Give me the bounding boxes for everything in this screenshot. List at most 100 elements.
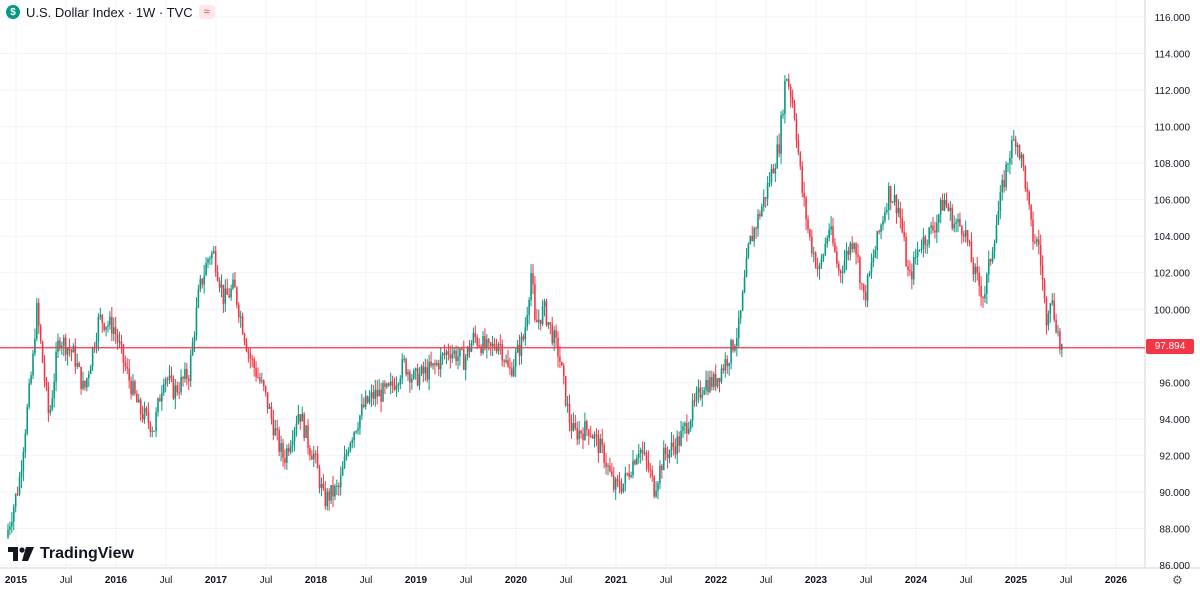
candle-body xyxy=(461,348,463,350)
candle-body xyxy=(412,370,415,379)
candle-body xyxy=(589,436,592,438)
candle-body xyxy=(593,434,596,439)
candle-body xyxy=(480,346,482,354)
candle-body xyxy=(272,418,275,436)
x-tick-label: 2018 xyxy=(305,575,328,586)
candle-body xyxy=(916,250,919,258)
candle-body xyxy=(647,460,650,470)
candle-body xyxy=(55,351,57,382)
candle-body xyxy=(372,392,375,399)
candle-body xyxy=(441,353,444,356)
candle-body xyxy=(701,394,704,398)
candle-body xyxy=(512,366,515,376)
candle-body xyxy=(516,344,519,353)
y-tick-label: 90.000 xyxy=(1159,488,1190,499)
x-tick-label: Jul xyxy=(660,575,673,586)
candle-body xyxy=(1043,280,1046,299)
y-tick-label: 116.000 xyxy=(1155,13,1191,24)
candle-body xyxy=(870,262,873,273)
candle-body xyxy=(349,443,352,452)
candle-body xyxy=(457,356,459,362)
x-tick-label: Jul xyxy=(860,575,873,586)
candle-body xyxy=(653,476,655,497)
candle-body xyxy=(234,279,236,288)
candle-body xyxy=(878,231,880,233)
candle-body xyxy=(903,231,905,238)
candle-body xyxy=(307,425,309,448)
candle-body xyxy=(499,344,502,346)
symbol-title[interactable]: U.S. Dollar Index · 1W · TVC xyxy=(26,4,193,20)
candle-body xyxy=(943,200,946,211)
candle-body xyxy=(1022,154,1025,167)
candle-body xyxy=(1011,140,1013,158)
candle-body xyxy=(539,319,542,325)
candle-body xyxy=(924,236,927,245)
candle-body xyxy=(607,465,609,467)
candle-body xyxy=(43,362,46,381)
x-tick-label: Jul xyxy=(360,575,373,586)
candle-body xyxy=(359,415,361,429)
candle-body xyxy=(995,224,998,243)
candle-body xyxy=(237,304,240,318)
candle-body xyxy=(611,471,613,476)
candle-body xyxy=(632,460,634,476)
candle-body xyxy=(982,296,984,299)
time-axis[interactable]: 2015 Jul 2016 Jul 2017 Jul 2018 Jul 2019 Jul 2020 J… xyxy=(5,575,1128,586)
candle-body xyxy=(674,446,677,455)
candle-body xyxy=(128,368,130,381)
candle-body xyxy=(155,412,157,431)
candle-body xyxy=(837,263,840,271)
candle-body xyxy=(339,475,342,488)
candle-body xyxy=(49,409,52,413)
candle-body xyxy=(297,414,300,424)
y-tick-label: 86.000 xyxy=(1159,561,1190,572)
candle-body xyxy=(136,393,138,403)
tradingview-logo[interactable]: TradingView xyxy=(8,545,134,563)
candle-body xyxy=(553,330,555,344)
candle-body xyxy=(353,432,355,441)
candle-body xyxy=(847,250,850,255)
candle-body xyxy=(836,251,838,264)
candle-body xyxy=(11,521,13,527)
candle-body xyxy=(1032,219,1034,242)
candle-body xyxy=(576,428,579,440)
candle-body xyxy=(253,359,255,369)
candle-body xyxy=(1012,139,1015,141)
candle-body xyxy=(795,118,798,141)
candle-body xyxy=(822,254,825,259)
wave-icon[interactable]: ≈ xyxy=(198,5,215,19)
candle-body xyxy=(511,368,513,376)
candle-body xyxy=(293,429,296,441)
candle-body xyxy=(661,465,663,471)
candle-body xyxy=(528,299,530,316)
candle-body xyxy=(761,206,763,217)
x-tick-label: 2022 xyxy=(705,575,728,586)
candle-body xyxy=(249,353,252,359)
candle-body xyxy=(1014,139,1017,147)
candle-body xyxy=(728,363,730,367)
candle-body xyxy=(591,436,594,439)
candle-body xyxy=(582,433,584,441)
x-tick-label: Jul xyxy=(760,575,773,586)
candle-body xyxy=(76,363,79,367)
candle-body xyxy=(174,385,177,399)
candle-body xyxy=(28,383,30,407)
candle-body xyxy=(495,348,498,352)
candle-body xyxy=(74,346,77,367)
y-tick-label: 106.000 xyxy=(1154,196,1191,207)
candle-body xyxy=(72,346,75,353)
candle-body xyxy=(855,243,857,255)
price-axis[interactable]: 86.00088.00090.00092.00094.00096.00098.0… xyxy=(1154,13,1191,572)
y-tick-label: 104.000 xyxy=(1154,232,1191,243)
candle-body xyxy=(314,453,317,455)
candle-body xyxy=(536,319,538,323)
candle-body xyxy=(395,385,398,390)
candle-body xyxy=(439,355,442,370)
candle-body xyxy=(676,436,679,455)
candle-body xyxy=(986,274,988,295)
candle-body xyxy=(432,363,434,366)
candle-body xyxy=(20,470,23,478)
candle-body xyxy=(657,483,659,491)
settings-icon[interactable]: ⚙ xyxy=(1172,573,1183,587)
